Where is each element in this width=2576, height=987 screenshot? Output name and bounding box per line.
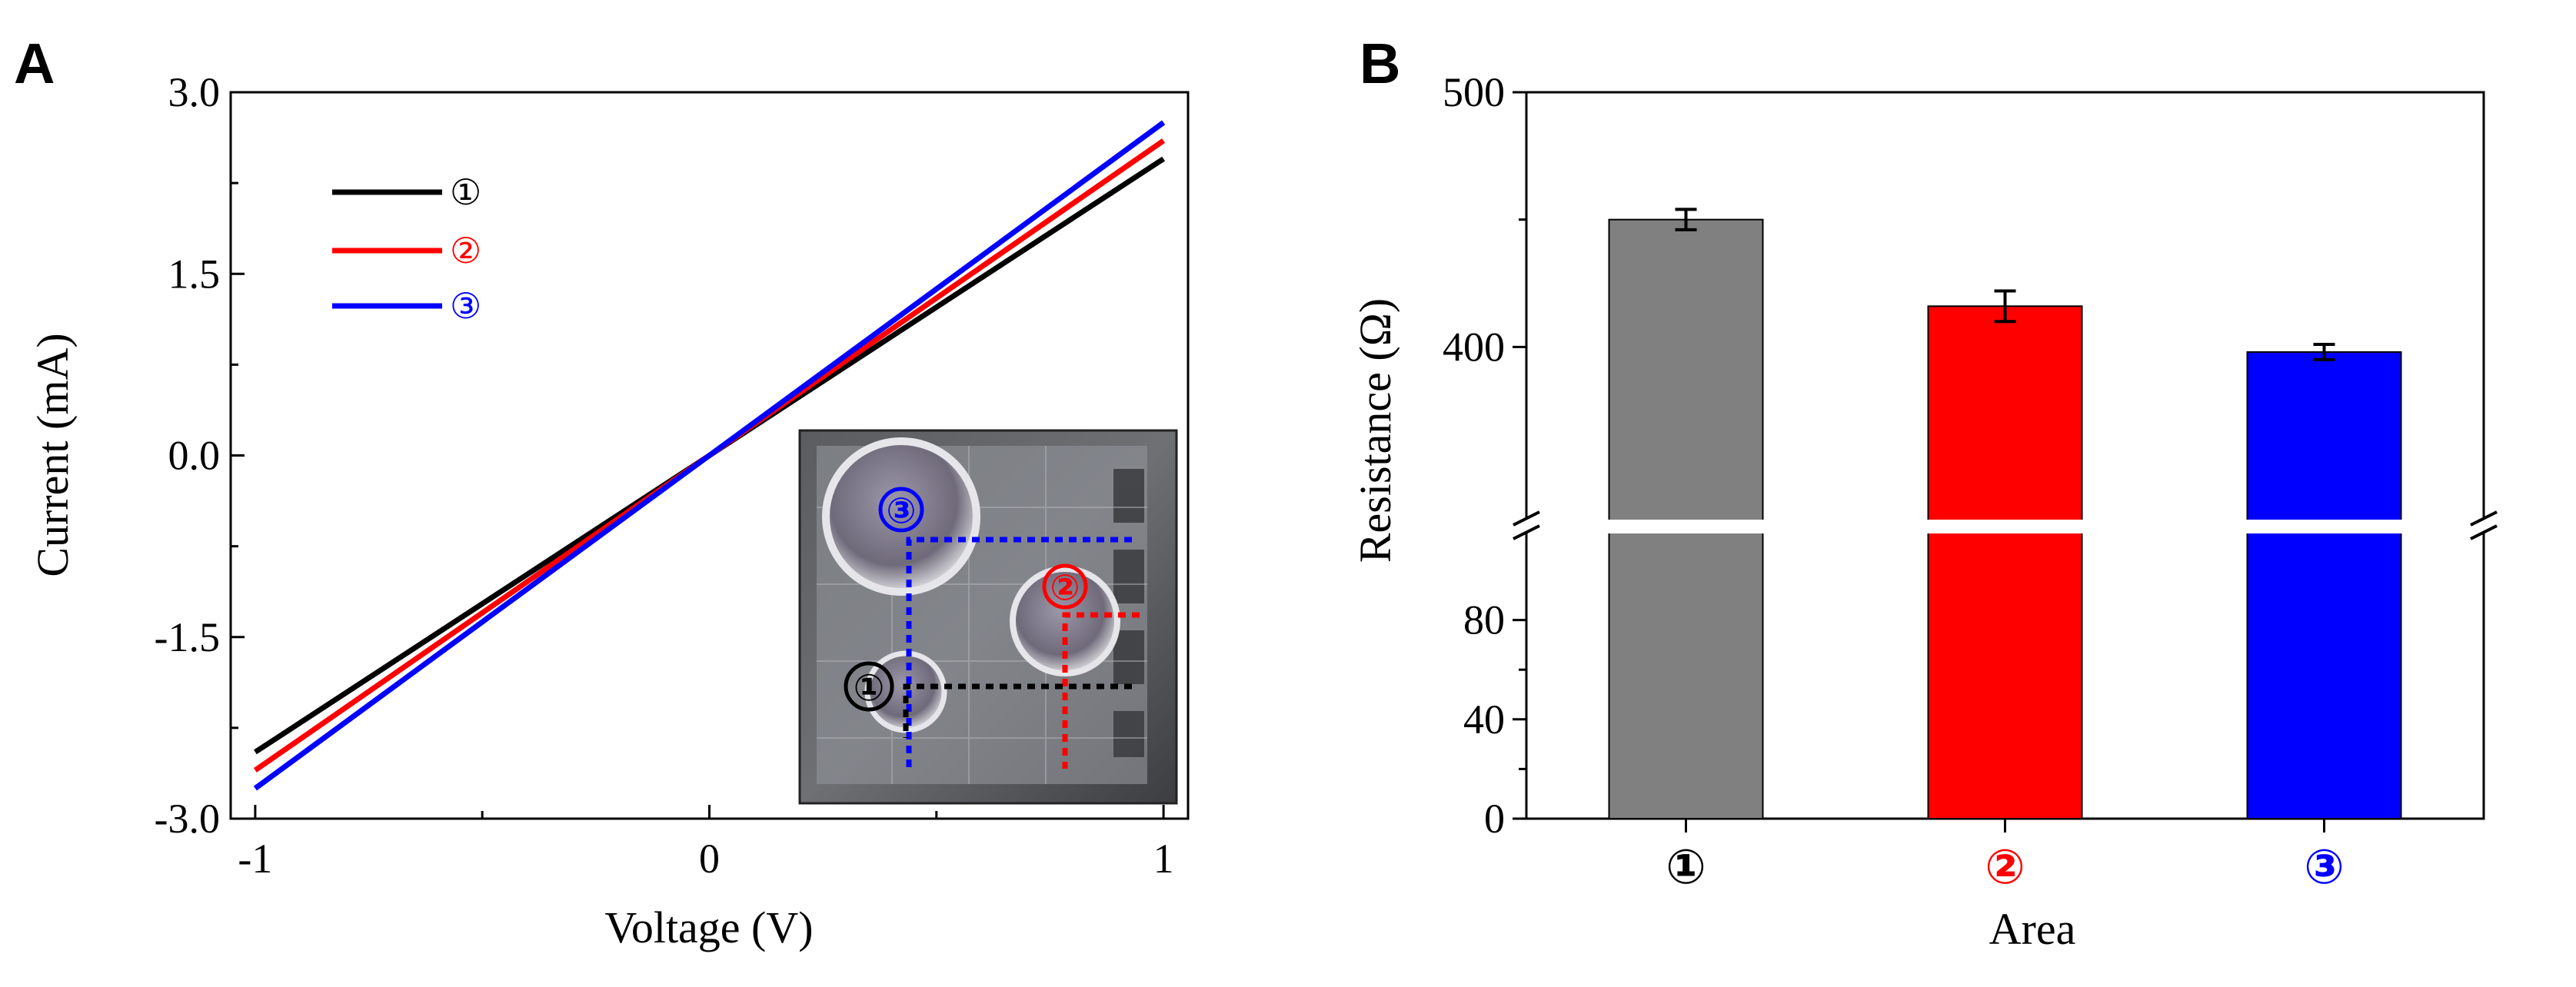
y-axis-label-a: Current (mA): [28, 333, 78, 577]
legend-a: ① ② ③: [332, 171, 481, 327]
axis-break-b: [1513, 510, 2498, 540]
panel-b: B 0 40 80 400 500 ① ② ③ Resistance (Ω) Area: [1350, 32, 2498, 954]
y-tick-label-b: 500: [1443, 69, 1505, 115]
y-tick-label-a: 1.5: [168, 251, 221, 297]
series-lines-a: [253, 120, 1166, 791]
bar-2: [1927, 305, 2083, 819]
inset-guide-2: [1062, 612, 1140, 769]
y-tick-label-a: 0.0: [168, 433, 221, 479]
x-axis-label-b: Area: [1989, 904, 2076, 954]
bar-1: [1608, 218, 1764, 819]
inset-photo: ③ ② ①: [798, 429, 1178, 805]
y-tick-label-b: 80: [1463, 597, 1505, 643]
y-tick-label-a: -1.5: [155, 614, 220, 660]
panel-label-b: B: [1360, 32, 1400, 95]
y-tick-label-b: 40: [1463, 696, 1505, 743]
legend-label-3: ③: [450, 285, 481, 327]
x-tick-label-b: ③: [2304, 839, 2345, 895]
y-tick-label-b: 400: [1443, 324, 1505, 370]
x-axis-label-a: Voltage (V): [604, 902, 813, 952]
inset-markers: ③ ② ①: [844, 487, 1088, 712]
bar-3: [2246, 351, 2402, 819]
panel-a: A -3.0 -1.5 0.0 1.5 3.0 -1 0 1 Current (mA) Vo…: [14, 32, 1190, 952]
y-axis-ticks-b: 0 40 80 400 500: [1443, 69, 1526, 842]
inset-guide-1: [903, 683, 1132, 738]
inset-drop-2: [1010, 566, 1120, 676]
x-tick-label-a: 1: [1153, 836, 1174, 882]
y-axis-label-b: Resistance (Ω): [1350, 298, 1400, 563]
x-tick-label-a: 0: [699, 836, 720, 882]
error-bars-b: [1675, 208, 2335, 361]
y-tick-label-a: -3.0: [155, 796, 220, 842]
inset-label-2: ②: [1050, 567, 1080, 608]
legend-label-1: ①: [450, 171, 481, 213]
inset-drop-3: [822, 437, 980, 596]
x-tick-label-b: ①: [1666, 839, 1706, 895]
bars-b: [1608, 218, 2402, 819]
inset-label-1: ①: [854, 666, 885, 710]
y-tick-label-a: 3.0: [168, 69, 221, 115]
inset-guide-lines: [903, 537, 1140, 769]
x-axis-ticks-a: -1 0 1: [238, 805, 1174, 882]
legend-label-2: ②: [450, 230, 481, 271]
x-tick-label-a: -1: [238, 836, 272, 882]
y-axis-ticks-a: -3.0 -1.5 0.0 1.5 3.0: [155, 69, 245, 842]
series-line-3: [253, 120, 1166, 791]
x-tick-label-b: ②: [1985, 839, 2025, 895]
y-tick-label-b: 0: [1484, 796, 1505, 842]
inset-guide-3: [906, 537, 1132, 769]
inset-label-3: ③: [887, 490, 917, 531]
panel-label-a: A: [14, 32, 55, 95]
inset-electrodes: [1113, 469, 1144, 757]
x-axis-ticks-b: ① ② ③: [1666, 819, 2345, 895]
